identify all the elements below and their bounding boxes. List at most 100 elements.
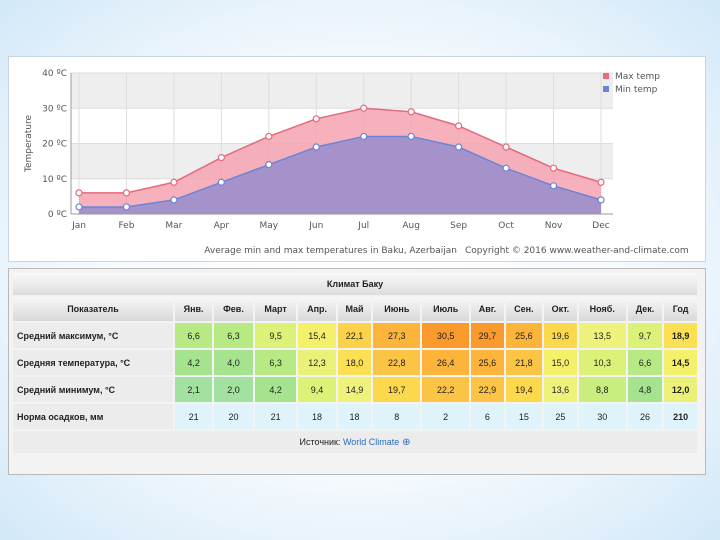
table-cell: 13,6	[543, 377, 577, 402]
globe-icon: ⊕	[399, 436, 411, 448]
source-cell: Источник: World Climate ⊕	[13, 431, 697, 453]
data-point-0	[407, 108, 415, 116]
header-month: Дек.	[627, 297, 663, 321]
data-point-0	[502, 143, 510, 151]
header-month: Апр.	[298, 297, 336, 321]
table-row: Средняя температура, °C 4,2 4,0 6,3 12,3 18,0…	[13, 350, 697, 375]
data-point-1	[360, 132, 368, 141]
header-month: Нояб.	[578, 297, 626, 321]
x-tick-label: Dec	[592, 221, 609, 231]
data-point-0	[360, 104, 368, 112]
table-cell: 22,1	[337, 323, 372, 348]
data-point-0	[217, 153, 225, 162]
table-cell: 26	[627, 404, 663, 429]
table-cell: 9,4	[298, 377, 336, 402]
table-cell: 12,3	[298, 350, 336, 375]
table-cell: 21,8	[505, 350, 542, 375]
header-month: Июль	[422, 297, 470, 321]
table-cell: 9,5	[254, 323, 297, 348]
table-cell: 18,0	[337, 350, 372, 375]
table-row: Средний максимум, °C 6,6 6,3 9,5 15,4 22,1 27,…	[13, 323, 697, 348]
data-point-0	[170, 178, 178, 186]
table-cell: 22,8	[373, 350, 421, 375]
header-month: Авг.	[471, 297, 504, 321]
data-point-1	[265, 161, 273, 169]
chart-caption: Average min and max temperatures in Baku…	[204, 246, 457, 256]
source-prefix: Источник:	[299, 436, 341, 447]
header-month: Фев.	[214, 297, 253, 321]
table-row: Норма осадков, мм 21 20 21 18 18 8 2 6 15 25 30 26 21…	[13, 404, 697, 429]
table-cell: 27,3	[373, 323, 421, 348]
data-point-0	[549, 164, 558, 172]
data-point-1	[549, 182, 558, 190]
y-tick-label: 10 ºC	[42, 175, 67, 185]
row-label: Средняя температура, °C	[13, 350, 173, 375]
table-cell: 4,2	[175, 350, 213, 375]
y-tick-label: 30 ºC	[42, 104, 67, 114]
legend-swatch-1	[603, 86, 609, 92]
header-label-col: Показатель	[13, 297, 173, 321]
header-month: Март	[254, 297, 297, 321]
legend-label-0: Max temp	[615, 72, 660, 82]
data-point-1	[502, 164, 510, 172]
table-cell: 22,2	[422, 377, 470, 402]
legend-label-1: Min temp	[615, 85, 658, 95]
table-cell: 26,4	[422, 350, 470, 375]
series-line-0	[79, 107, 602, 194]
x-tick-label: Sep	[450, 221, 467, 231]
table-cell: 2,0	[214, 377, 253, 402]
source-row: Источник: World Climate ⊕	[13, 431, 697, 453]
data-point-1	[75, 203, 83, 211]
x-tick-label: Oct	[498, 221, 514, 231]
data-point-0	[122, 189, 131, 197]
x-tick-label: Jan	[71, 221, 86, 231]
chart-copyright: Copyright © 2016 www.weather-and-climate…	[465, 246, 689, 256]
x-tick-label: Apr	[214, 221, 230, 231]
table-cell: 14,5	[664, 350, 697, 375]
table-cell: 13,5	[578, 323, 626, 348]
x-tick-label: Mar	[165, 221, 182, 231]
x-tick-label: Jun	[308, 221, 323, 231]
row-label: Средний минимум, °C	[13, 377, 173, 402]
table-cell: 15,4	[298, 323, 336, 348]
grid-band	[71, 73, 613, 109]
table-cell: 25,6	[471, 350, 504, 375]
table-cell: 18	[298, 404, 336, 429]
table-cell: 4,0	[214, 350, 253, 375]
data-point-1	[217, 178, 225, 186]
source-link[interactable]: World Climate	[342, 436, 400, 447]
table-cell: 21	[175, 404, 213, 429]
table-cell: 30	[578, 404, 626, 429]
series-line-1	[79, 135, 602, 208]
row-label: Норма осадков, мм	[13, 404, 173, 429]
table-cell: 18	[337, 404, 372, 429]
table-cell: 6	[471, 404, 504, 429]
x-tick-label: Feb	[118, 221, 134, 231]
table-cell: 19,6	[543, 323, 577, 348]
data-point-0	[75, 189, 83, 197]
table-cell: 20	[214, 404, 253, 429]
data-point-0	[455, 122, 463, 130]
table-cell: 30,5	[422, 323, 470, 348]
x-tick-label: Jul	[357, 221, 369, 231]
row-label: Средний максимум, °C	[13, 323, 173, 348]
header-month: Год	[664, 297, 697, 321]
table-cell: 29,7	[471, 323, 504, 348]
data-point-1	[170, 196, 178, 204]
table-cell: 15,0	[543, 350, 577, 375]
y-axis-title: Temperature	[24, 115, 34, 173]
data-point-0	[265, 132, 273, 141]
data-point-1	[312, 143, 320, 151]
x-tick-label: Aug	[402, 221, 420, 231]
table-cell: 210	[664, 404, 697, 429]
table-cell: 21	[254, 404, 297, 429]
header-month: Июнь	[373, 297, 421, 321]
table-cell: 4,2	[254, 377, 297, 402]
table-cell: 8	[373, 404, 421, 429]
y-tick-label: 0 ºC	[48, 210, 67, 220]
table-cell: 10,3	[578, 350, 626, 375]
header-month: Окт.	[543, 297, 577, 321]
data-point-1	[407, 132, 415, 141]
table-cell: 2	[422, 404, 470, 429]
climate-table: Климат Баку Показатель Янв. Фев. Март Апр. Ма…	[11, 271, 699, 455]
